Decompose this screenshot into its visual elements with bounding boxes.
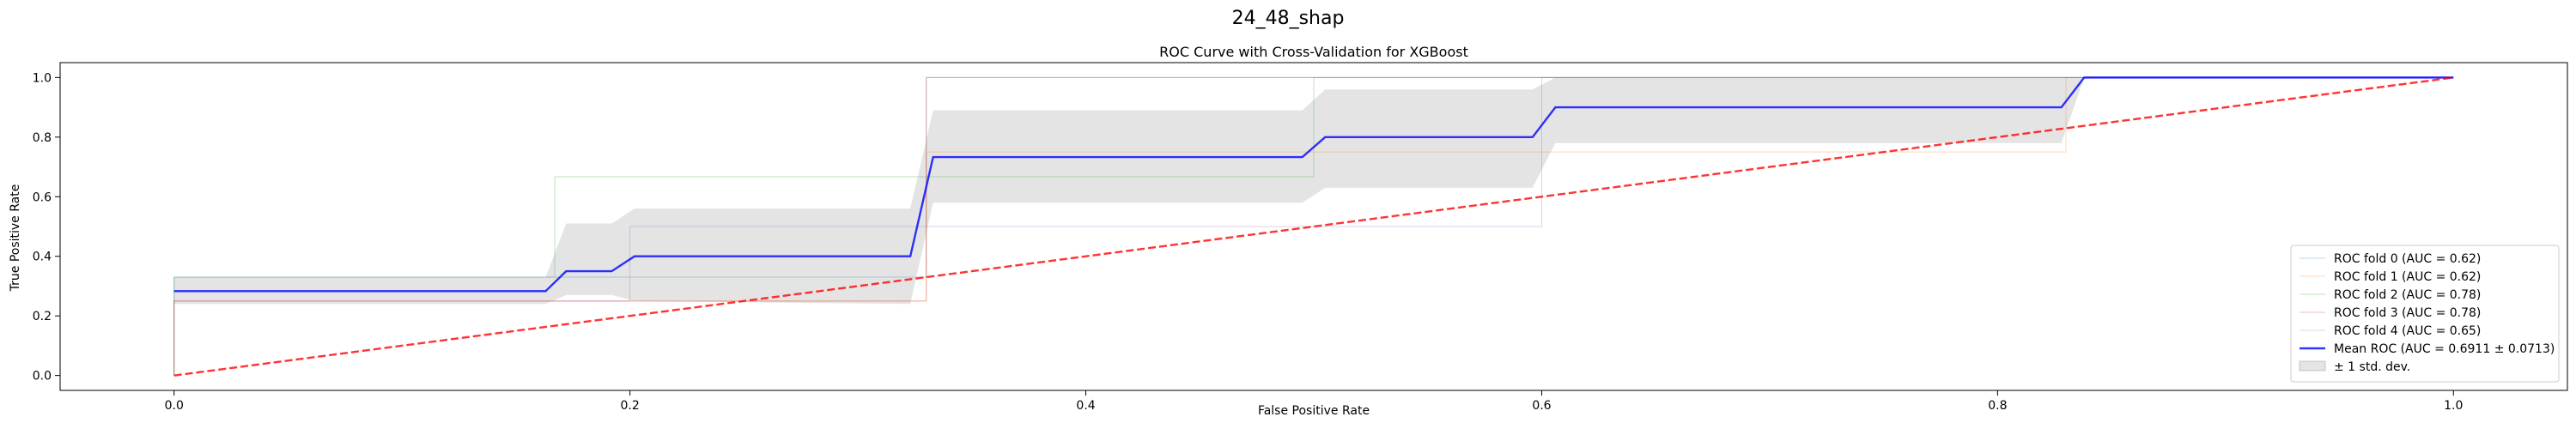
- x-tick-label: 0.6: [1532, 399, 1551, 413]
- y-tick-label: 0.4: [33, 251, 52, 264]
- figure-suptitle: 24_48_shap: [1232, 8, 1345, 29]
- legend-box: [2290, 245, 2560, 383]
- y-tick-label: 0.2: [33, 310, 52, 323]
- legend-entry: ROC fold 0 (AUC = 0.62): [2334, 252, 2481, 266]
- axes-frame: [59, 62, 2568, 391]
- mean-roc-line: [173, 76, 2454, 293]
- legend-entry: Mean ROC (AUC = 0.6911 ± 0.0713): [2334, 342, 2555, 356]
- y-tick-label: 0.8: [33, 131, 52, 145]
- x-tick-label: 0.4: [1076, 399, 1095, 413]
- chart-title: ROC Curve with Cross-Validation for XGBo…: [1159, 44, 1468, 60]
- roc-fold-3-line: [173, 76, 2454, 376]
- x-axis-label: False Positive Rate: [1258, 404, 1370, 418]
- roc-fold-4-line: [173, 76, 2454, 376]
- std-dev-band: [173, 77, 2454, 305]
- x-tick-label: 0.8: [1988, 399, 2007, 413]
- chance-line: [173, 76, 2454, 377]
- plot-area: [173, 76, 2454, 377]
- legend-entry: ± 1 std. dev.: [2334, 360, 2410, 374]
- x-tick-label: 0.0: [165, 399, 184, 413]
- roc-fold-2-line: [173, 76, 2454, 376]
- axis-ticks: 0.0 0.2 0.4 0.6 0.8 1.0 0.0 0.2 0.4 0.6 0.8 1.0: [33, 71, 2464, 413]
- x-tick-label: 0.2: [621, 399, 640, 413]
- x-tick-label: 1.0: [2444, 399, 2463, 413]
- legend-entry: ROC fold 1 (AUC = 0.62): [2334, 270, 2481, 284]
- legend-entry: ROC fold 2 (AUC = 0.78): [2334, 288, 2481, 302]
- y-tick-label: 0.6: [33, 190, 52, 204]
- legend-swatch: [2299, 360, 2326, 372]
- legend-entry: ROC fold 3 (AUC = 0.78): [2334, 306, 2481, 320]
- y-tick-label: 1.0: [33, 71, 52, 85]
- y-tick-label: 0.0: [33, 370, 52, 384]
- legend-entry: ROC fold 4 (AUC = 0.65): [2334, 324, 2481, 338]
- y-axis-label: True Positive Rate: [9, 184, 22, 293]
- roc-fold-1-line: [173, 76, 2454, 376]
- roc-fold-0-line: [173, 76, 2454, 376]
- legend: ROC fold 0 (AUC = 0.62) ROC fold 1 (AUC =…: [2290, 245, 2560, 383]
